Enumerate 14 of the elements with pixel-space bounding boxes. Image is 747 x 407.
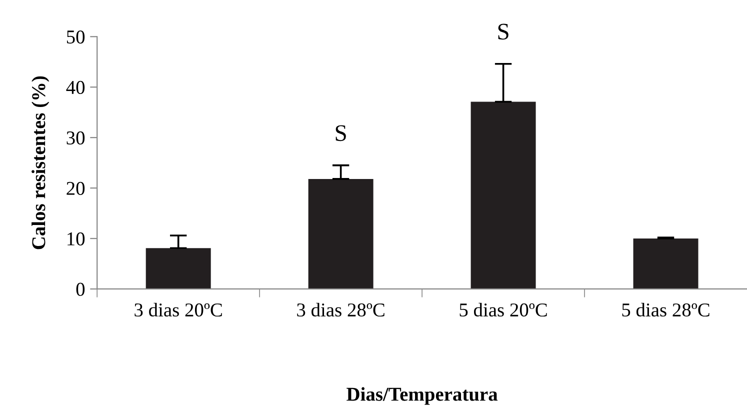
annotation: S <box>498 24 508 40</box>
y-tick-label: 10 <box>68 232 85 246</box>
x-axis-title: Dias/Temperatura <box>346 387 498 405</box>
x-tick-label: 3 dias 28ºC <box>297 302 384 317</box>
y-tick-label: 40 <box>66 80 85 94</box>
y-tick-label: 0 <box>76 282 85 296</box>
x-tick-label: 5 dias 28ºC <box>622 302 710 317</box>
y-axis-title: Calos resistentes (%) <box>32 76 50 250</box>
y-tick-label: 50 <box>66 30 85 44</box>
y-tick-label: 20 <box>66 182 85 195</box>
annotation: S <box>336 125 346 142</box>
x-tick-label: 3 dias 20ºC <box>134 302 222 317</box>
y-tick-label: 30 <box>66 131 85 145</box>
x-tick-label: 5 dias 20ºC <box>460 302 547 317</box>
